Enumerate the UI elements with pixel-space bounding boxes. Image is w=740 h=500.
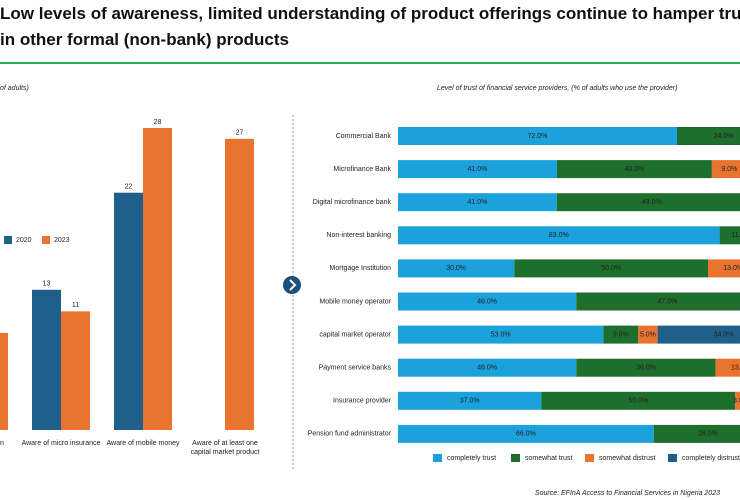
bar-segment [398, 292, 577, 311]
bar [61, 311, 90, 430]
legend-label: somewhat trust [525, 455, 573, 462]
bar [225, 138, 254, 431]
legend-swatch [668, 454, 677, 462]
bar-segment [603, 325, 639, 344]
y-tick-label: Commercial Bank [336, 133, 392, 140]
value-label: 24.0% [714, 133, 734, 140]
bar-segment [576, 358, 716, 377]
bar [114, 192, 143, 430]
value-label: 11 [72, 302, 79, 309]
value-label: 28.0% [698, 431, 718, 438]
legend-label: completely distrust [682, 455, 740, 462]
title-line: Low levels of awareness, limited underst… [0, 4, 740, 23]
legend-swatch [4, 236, 12, 244]
value-label: 13 [43, 281, 51, 288]
bar-segment [514, 259, 708, 278]
bar-segment [711, 160, 740, 179]
value-label: 47.0% [657, 298, 677, 305]
arrow-chevron [289, 279, 297, 291]
y-tick-label: Payment service banks [319, 365, 392, 372]
value-label: 37.0% [460, 398, 480, 405]
bar-segment [556, 193, 740, 212]
value-label: 30.0% [446, 265, 466, 272]
value-label: 50.0% [628, 398, 648, 405]
legend-label: 2020 [16, 237, 32, 244]
value-label: 27 [236, 130, 244, 137]
value-label: 9.0% [613, 331, 629, 338]
legend-swatch [433, 454, 442, 462]
legend-label: 2023 [54, 237, 70, 244]
bar [32, 289, 61, 430]
y-tick-label: Non-interest banking [326, 232, 391, 239]
bar-segment [398, 424, 654, 443]
bar [0, 332, 8, 430]
value-label: 13.0% [731, 365, 740, 372]
value-label: 13.0% [723, 265, 740, 272]
y-tick-label: Mortgage Institution [330, 265, 392, 272]
bar-segment [398, 226, 720, 245]
value-label: 9.0% [721, 166, 737, 173]
arrow-icon [283, 276, 301, 294]
bar-segment [541, 391, 736, 410]
bar-segment [398, 391, 542, 410]
left-subtitle: of adults) [0, 85, 29, 92]
legend-swatch [511, 454, 520, 462]
bar-segment [556, 160, 712, 179]
value-label: 28 [154, 119, 162, 126]
y-tick-label: Pension fund administrator [308, 431, 392, 438]
bar-segment [708, 259, 740, 278]
source: Source: EFInA Access to Financial Servic… [535, 490, 720, 497]
legend-swatch [585, 454, 594, 462]
value-label: 50.0% [601, 265, 621, 272]
value-label: 34.0% [714, 331, 734, 338]
y-tick-label: Insurance provider [333, 398, 392, 405]
bar-segment [398, 325, 604, 344]
right-subtitle: Level of trust of financial service prov… [437, 85, 677, 92]
x-tick-label: Aware of at least one capital market pro… [190, 440, 260, 456]
x-tick-label: Aware of mobile money [106, 440, 180, 447]
value-label: 66.0% [516, 431, 536, 438]
y-tick-label: Digital microfinance bank [313, 199, 392, 206]
bar-segment [735, 391, 740, 410]
bar-segment [398, 193, 557, 212]
x-tick-label: Aware of micro insurance [21, 440, 101, 447]
legend-label: somewhat distrust [599, 455, 655, 462]
legend-label: completely trust [447, 455, 496, 462]
value-label: 36.0% [636, 365, 656, 372]
value-label: 46.0% [477, 365, 497, 372]
x-tick-label: n [0, 440, 4, 447]
bar-segment [657, 325, 740, 344]
bar-segment [576, 292, 740, 311]
bar-segment [719, 226, 740, 245]
value-label: 49.0% [642, 199, 662, 206]
bar-segment [398, 127, 677, 145]
bar-segment [398, 259, 515, 278]
y-tick-label: capital market operator [319, 331, 391, 338]
value-label: 41.0% [468, 166, 488, 173]
title-line: in other formal (non-bank) products [0, 30, 289, 49]
value-label: 3.0% [733, 398, 740, 405]
bar [143, 128, 172, 430]
value-label: 83.0% [549, 232, 569, 239]
bar-segment [715, 358, 740, 377]
bar-segment [398, 358, 577, 377]
y-tick-label: Microfinance Bank [333, 166, 391, 173]
value-label: 46.0% [477, 298, 497, 305]
bar-segment [677, 127, 740, 145]
value-label: 5.0% [640, 331, 656, 338]
bar-segment [653, 424, 740, 443]
y-tick-label: Mobile money operator [319, 298, 391, 305]
value-label: 53.0% [491, 331, 511, 338]
bar-segment [398, 160, 557, 179]
value-label: 11.0% [731, 232, 740, 239]
value-label: 41.0% [468, 199, 488, 206]
value-label: 22 [125, 184, 133, 191]
bar-segment [638, 325, 658, 344]
value-label: 40.0% [624, 166, 644, 173]
value-label: 72.0% [528, 133, 548, 140]
legend-swatch [42, 236, 50, 244]
